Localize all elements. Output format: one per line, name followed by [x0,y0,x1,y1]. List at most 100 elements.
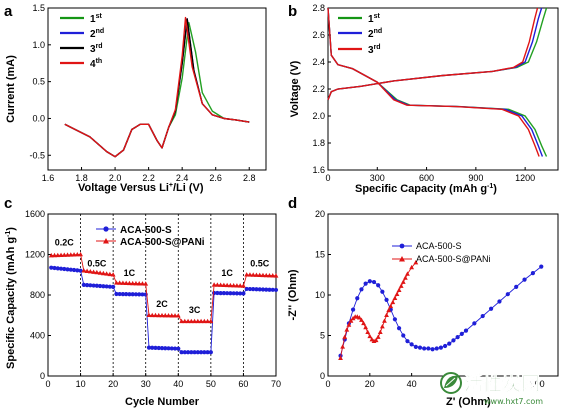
legend-label-2nd: 2nd [90,28,104,40]
watermark-brand: 活性炭网 [464,372,540,395]
rate-point [179,350,184,355]
panel-b-frame [327,7,559,171]
eis-point [392,317,398,322]
eis-point [422,346,427,351]
rate-point [198,318,204,324]
rate-point [231,282,237,288]
rate-point [55,252,61,258]
panel-c-legend: ACA-500-S ACA-500-S@PANi [96,225,205,248]
panel-c-label: c [4,195,12,212]
rate-point [94,269,100,275]
cv-curve-4th [64,16,250,158]
eis-point [539,264,544,269]
rate-point [263,272,269,278]
legend-label-3rd: 3rd [368,44,381,56]
panel-a-frame [47,7,267,171]
eis-point [447,341,452,346]
panel-c-rate-chart: c 0 10 20 30 40 50 60 70 0 400 800 1200 1600 0.2C 0.5… [4,195,281,408]
watermark-url: www.hxt7.com [484,397,543,406]
rate-point [88,283,93,288]
eis-point [463,328,469,333]
rate-point [257,272,263,277]
panel-c-ylabel: Specific Capacity (mAh g-1) [5,227,17,369]
eis-point [342,334,348,339]
charge-curve-3rd [327,7,539,101]
rate-label: 3C [189,305,201,315]
eis-point [363,281,368,286]
rate-label: 2C [156,299,168,309]
panel-a-series [64,16,250,158]
y-tick-label: 0.5 [32,77,45,87]
rate-point [238,291,243,296]
rate-point [136,281,142,286]
y-tick-label: 1.6 [312,165,325,175]
panel-c-ticks: 0 10 20 30 40 50 60 70 0 400 800 1200 1600 [25,209,281,389]
rate-point [254,287,259,292]
leaf-logo-icon [440,372,462,394]
x-tick-label: 1.6 [42,173,55,183]
eis-point [430,347,435,352]
rate-point [58,266,64,271]
eis-point [405,271,410,276]
rate-point [224,282,230,288]
rate-point [192,318,197,324]
rate-point [218,290,223,296]
eis-point [402,275,408,280]
x-tick-label: 2.0 [109,173,122,183]
y-tick-label: 2.8 [312,3,325,13]
rate-point [120,292,126,297]
rate-point [94,283,99,288]
rate-point [267,287,272,292]
rate-point [231,291,236,296]
discharge-curve-2nd [327,7,544,157]
rate-point [185,318,191,324]
rate-point [111,284,116,289]
eis-point [396,326,402,331]
rate-point [247,286,253,292]
panel-b-label: b [288,3,297,20]
eis-point [394,291,400,296]
rate-point [107,284,112,289]
x-tick-label: 20 [108,379,118,389]
eis-point [417,345,423,350]
panel-d-xlabel: Z' (Ohm) [446,396,491,408]
eis-point [480,313,485,319]
eis-line-circle [340,266,542,356]
eis-point [338,355,343,360]
panel-d-series [338,260,544,360]
rate-point [137,292,142,297]
rate-point [251,287,256,292]
rate-point [104,284,109,289]
eis-point [355,296,360,301]
rate-point [189,350,194,355]
panel-d-legend: ACA-500-S ACA-500-S@PANi [392,241,491,264]
rate-line-triangle [51,254,277,322]
cv-curve-1st [64,22,250,158]
rate-point [176,346,181,351]
rate-line-circle [51,267,277,353]
rate-point [140,292,145,297]
rate-point [61,252,67,257]
rate-point [130,292,135,297]
eis-point [344,327,350,332]
rate-point [52,252,57,258]
eis-point [386,307,392,313]
panel-a-xlabel: Voltage Versus Li+/Li (V) [78,182,204,194]
panel-d-ticks: 0 20 40 0 5 10 15 20 100 [315,209,545,389]
x-tick-label: 1200 [515,173,535,183]
y-tick-label: 0 [40,371,45,381]
rate-point [166,346,171,351]
eis-point [530,271,536,276]
rate-point [195,318,201,324]
panel-a-ticks: 1.6 1.8 2.0 2.2 2.4 2.6 2.8 -0.5 0.0 0.5 1.0 1.5 [29,3,255,183]
rate-point [156,345,161,351]
eis-point [348,318,354,323]
rate-point [52,265,57,271]
y-tick-label: 0.0 [32,113,45,123]
rate-label: 0.5C [250,259,270,269]
eis-point [388,303,394,309]
y-tick-label: 10 [315,290,325,300]
rate-point [159,346,165,351]
x-tick-label: 100 [530,379,545,389]
panel-b-ylabel: Voltage (V) [289,60,301,117]
